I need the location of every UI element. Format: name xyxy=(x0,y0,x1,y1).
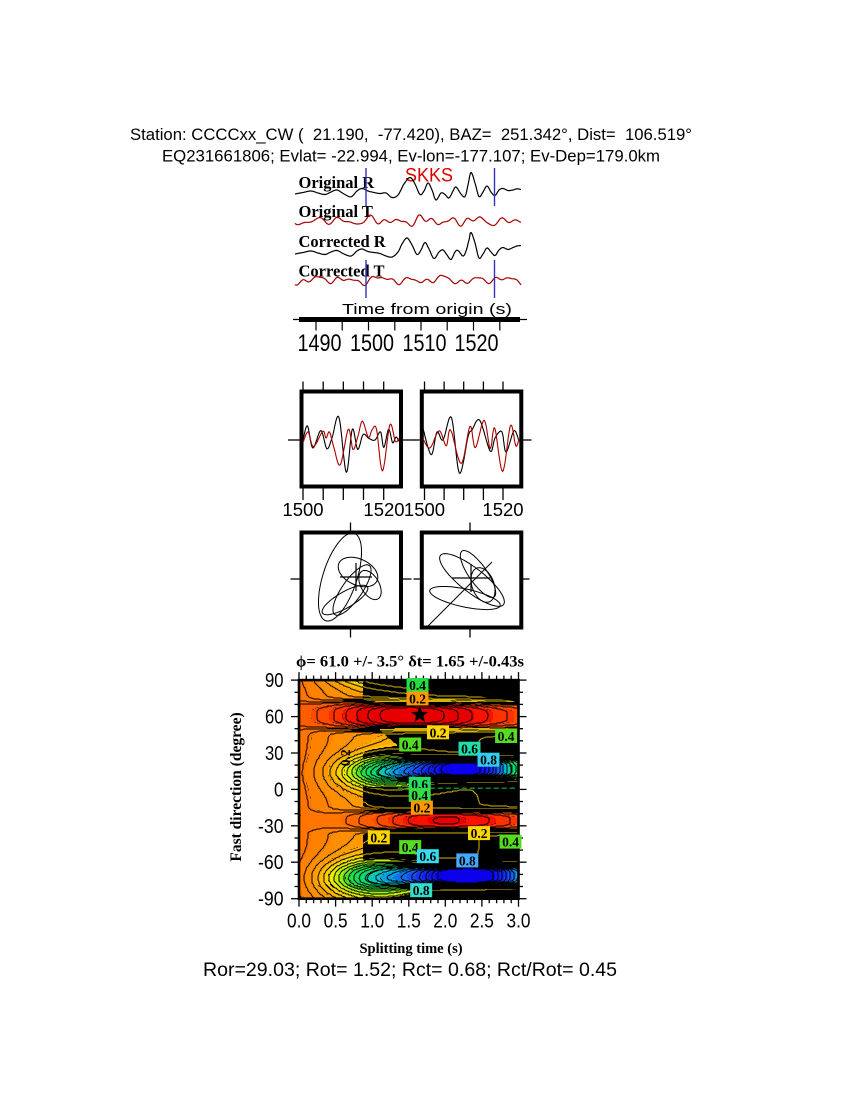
svg-text:0.6: 0.6 xyxy=(461,742,478,757)
svg-text:Original T: Original T xyxy=(299,202,373,221)
svg-text:3.0: 3.0 xyxy=(507,911,531,933)
svg-text:1500: 1500 xyxy=(282,499,323,520)
svg-text:0.8: 0.8 xyxy=(480,753,497,768)
svg-text:90: 90 xyxy=(265,670,284,692)
svg-text:0.8: 0.8 xyxy=(413,883,430,898)
svg-text:1510: 1510 xyxy=(403,330,447,357)
svg-text:1520: 1520 xyxy=(455,330,499,357)
svg-text:Corrected R: Corrected R xyxy=(299,232,387,251)
svg-text:0.2: 0.2 xyxy=(471,826,488,841)
svg-text:-30: -30 xyxy=(258,816,284,838)
svg-text:0.6: 0.6 xyxy=(419,849,436,864)
svg-text:0.4: 0.4 xyxy=(402,738,419,753)
svg-text:0.2: 0.2 xyxy=(370,830,387,845)
svg-text:Ror=29.03; Rot= 1.52; Rct= 0.6: Ror=29.03; Rot= 1.52; Rct= 0.68; Rct/Rot… xyxy=(203,960,617,981)
svg-text:2.5: 2.5 xyxy=(470,911,494,933)
svg-text:0.4: 0.4 xyxy=(498,729,515,744)
svg-text:0.4: 0.4 xyxy=(409,678,426,693)
svg-text:Station: CCCCxx_CW ( 21.190,: Station: CCCCxx_CW ( 21.190, -77.420), B… xyxy=(130,126,692,144)
svg-text:0.5: 0.5 xyxy=(324,911,348,933)
svg-text:0.4: 0.4 xyxy=(402,840,419,855)
svg-text:0.0: 0.0 xyxy=(287,911,311,933)
svg-text:30: 30 xyxy=(265,743,284,765)
svg-text:1500: 1500 xyxy=(404,499,445,520)
svg-text:-90: -90 xyxy=(258,889,284,911)
svg-text:1500: 1500 xyxy=(350,330,394,357)
svg-text:EQ231661806; Evlat= -22.994, E: EQ231661806; Evlat= -22.994, Ev-lon=-177… xyxy=(162,148,660,166)
svg-text:Time from origin (s): Time from origin (s) xyxy=(342,301,512,318)
svg-text:1490: 1490 xyxy=(298,330,342,357)
svg-text:ϕ= 61.0 +/- 3.5° δt= 1.65 +/-0: ϕ= 61.0 +/- 3.5° δt= 1.65 +/-0.43s xyxy=(296,654,524,671)
svg-text:1520: 1520 xyxy=(363,499,404,520)
svg-text:60: 60 xyxy=(265,707,284,729)
svg-text:0.4: 0.4 xyxy=(411,788,428,803)
svg-text:0: 0 xyxy=(274,779,284,801)
svg-text:0.2: 0.2 xyxy=(430,725,447,740)
svg-text:0.2: 0.2 xyxy=(338,749,353,766)
svg-text:Splitting time (s): Splitting time (s) xyxy=(359,941,462,957)
svg-text:Original R: Original R xyxy=(299,173,376,192)
svg-text:1.5: 1.5 xyxy=(397,911,421,933)
svg-text:1520: 1520 xyxy=(482,499,523,520)
svg-text:Fast direction (degree): Fast direction (degree) xyxy=(228,712,245,861)
svg-text:2.0: 2.0 xyxy=(433,911,457,933)
svg-text:0.2: 0.2 xyxy=(413,801,430,816)
svg-text:0.4: 0.4 xyxy=(502,835,519,850)
svg-text:0.2: 0.2 xyxy=(409,691,426,706)
svg-text:SKKS: SKKS xyxy=(405,166,453,187)
svg-text:0.8: 0.8 xyxy=(459,853,476,868)
svg-text:1.0: 1.0 xyxy=(360,911,384,933)
svg-text:Corrected T: Corrected T xyxy=(299,262,385,281)
svg-text:-60: -60 xyxy=(258,852,284,874)
